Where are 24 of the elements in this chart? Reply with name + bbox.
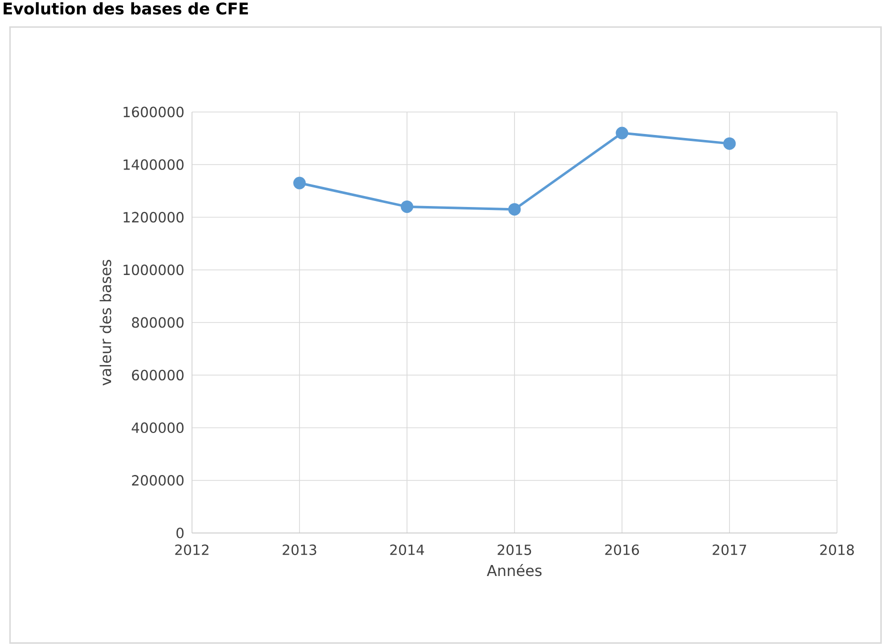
y-tick-label: 600000 [132,370,184,380]
y-tick-label: 1200000 [124,212,184,223]
point [508,203,521,216]
x-axis-title: Années [486,564,542,576]
x-tick-label: 2014 [390,544,424,556]
point [293,176,306,190]
y-tick-label: 1400000 [124,159,184,170]
y-tick-label: 0 [176,528,184,538]
y-tick-label: 1000000 [124,264,184,276]
point [616,126,628,140]
x-tick-label: 2016 [605,544,639,556]
y-tick-label: 200000 [132,475,184,486]
x-tick-label: 2018 [820,544,854,556]
y-tick-label: 800000 [132,317,184,328]
x-tick-label: 2015 [498,544,532,556]
y-tick-label: 1600000 [124,106,184,118]
x-tick-label: 2012 [175,544,208,556]
y-tick-label: 400000 [132,422,184,434]
x-tick-label: 2013 [282,544,316,556]
x-tick-label: 2017 [712,544,746,556]
chart-title: Evolution des bases de CFE [4,2,248,15]
y-axis-title: valeur des bases [100,260,112,386]
point [723,137,736,150]
point [400,200,414,213]
